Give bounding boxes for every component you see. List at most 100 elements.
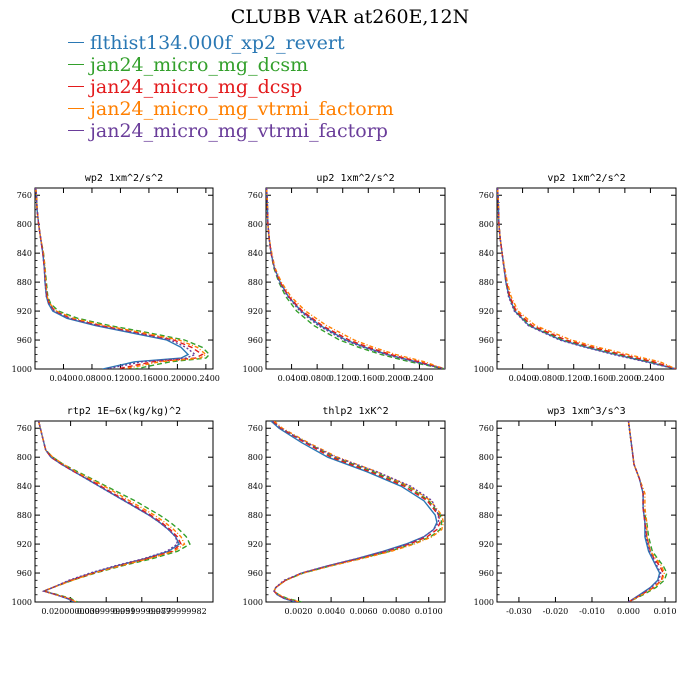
x-tick-label: 0.0100 — [415, 607, 443, 616]
x-tick-label: 0.0800 — [78, 374, 106, 383]
x-tick-label: 0.0400 — [509, 374, 537, 383]
panel-title: wp3 1xm^3/s^3 — [547, 406, 625, 417]
series-line — [497, 188, 676, 369]
y-tick-label: 1000 — [12, 365, 32, 374]
y-tick-label: 920 — [248, 307, 263, 316]
series-line — [37, 421, 182, 602]
series-line — [272, 421, 440, 602]
series-line — [37, 421, 179, 602]
y-tick-label: 800 — [17, 453, 32, 462]
y-tick-label: 800 — [17, 220, 32, 229]
series-line — [35, 188, 204, 369]
y-tick-label: 840 — [248, 482, 263, 491]
y-tick-label: 760 — [479, 191, 494, 200]
panel-title: thlp2 1xK^2 — [322, 406, 388, 417]
x-tick-label: 0.2400 — [405, 374, 433, 383]
y-tick-label: 920 — [479, 540, 494, 549]
panel-title: rtp2 1E−6x(kg/kg)^2 — [67, 406, 181, 417]
series-line — [37, 421, 181, 602]
x-tick-label: -0.020 — [543, 607, 569, 616]
x-tick-label: 0.2400 — [636, 374, 664, 383]
y-tick-label: 800 — [248, 453, 263, 462]
y-tick-label: 840 — [248, 249, 263, 258]
x-tick-label: 0.000 — [617, 607, 640, 616]
legend-swatch — [68, 85, 84, 87]
x-tick-label: 0.1600 — [354, 374, 382, 383]
plot-frame — [265, 420, 446, 603]
x-tick-label: -0.010 — [579, 607, 605, 616]
chart-panel: wp2 1xm^2/s^2 760 800 840 880 920 960 1000 0.040… — [12, 173, 220, 383]
legend-swatch — [68, 129, 84, 131]
y-tick-label: 840 — [479, 249, 494, 258]
chart-panel: rtp2 1E−6x(kg/kg)^2 760 800 840 880 920 960 100… — [12, 406, 214, 616]
x-tick-label: 0.2000 — [611, 374, 639, 383]
x-tick-label: 0.0800 — [303, 374, 331, 383]
figure-title: CLUBB VAR at260E,12N — [230, 6, 470, 28]
legend-swatch — [68, 63, 84, 65]
x-tick-label: 0.0200000000 — [41, 607, 100, 616]
series-line — [266, 188, 445, 369]
y-tick-label: 920 — [248, 540, 263, 549]
y-tick-label: 840 — [479, 482, 494, 491]
y-tick-label: 760 — [17, 191, 32, 200]
chart-panel: wp3 1xm^3/s^3 760 800 840 880 920 960 1000 -0.03… — [474, 406, 677, 616]
x-tick-label: 0.010 — [654, 607, 677, 616]
series-line — [273, 421, 445, 602]
y-tick-label: 920 — [17, 307, 32, 316]
chart-panel: vp2 1xm^2/s^2 760 800 840 880 920 960 1000 0.040… — [474, 173, 677, 383]
series-line — [497, 188, 676, 369]
panel-title: up2 1xm^2/s^2 — [316, 173, 394, 184]
series-line — [266, 188, 445, 369]
series-line — [35, 188, 190, 369]
legend-item: jan24_micro_mg_vtrmi_factorm — [68, 98, 394, 120]
x-tick-label: 0.0400 — [278, 374, 306, 383]
legend-item: jan24_micro_mg_dcsp — [68, 76, 394, 98]
y-tick-label: 880 — [248, 511, 263, 520]
x-tick-label: 0.1200 — [560, 374, 588, 383]
series-line — [266, 188, 445, 369]
series-line — [497, 188, 676, 369]
legend-item: flthist134.000f_xp2_revert — [68, 32, 394, 54]
x-tick-label: 0.0800 — [534, 374, 562, 383]
x-tick-label: 0.1600 — [585, 374, 613, 383]
y-tick-label: 960 — [248, 336, 263, 345]
y-tick-label: 1000 — [243, 365, 263, 374]
x-tick-label: 0.1200 — [106, 374, 134, 383]
y-tick-label: 920 — [479, 307, 494, 316]
x-tick-label: 0.0080 — [382, 607, 410, 616]
x-tick-label: 0.1600 — [135, 374, 163, 383]
x-tick-label: 0.0400 — [49, 374, 77, 383]
y-tick-label: 1000 — [474, 598, 494, 607]
x-tick-label: 0.1200 — [329, 374, 357, 383]
y-tick-label: 760 — [479, 424, 494, 433]
y-tick-label: 960 — [17, 569, 32, 578]
y-tick-label: 800 — [479, 453, 494, 462]
legend-swatch — [68, 107, 84, 109]
plot-frame — [265, 187, 446, 370]
x-tick-label: 0.0399999991 — [77, 607, 136, 616]
series-line — [37, 421, 186, 602]
legend-label: jan24_micro_mg_dcsm — [90, 54, 309, 76]
series-line — [497, 188, 676, 369]
series-line — [272, 421, 441, 602]
legend-swatch — [68, 41, 84, 43]
x-tick-label: 0.2400 — [192, 374, 220, 383]
y-tick-label: 800 — [248, 220, 263, 229]
plot-frame — [496, 420, 677, 603]
legend-label: jan24_micro_mg_dcsp — [90, 76, 303, 98]
legend-label: jan24_micro_mg_vtrmi_factorp — [90, 120, 388, 142]
plot-frame — [496, 187, 677, 370]
y-tick-label: 760 — [248, 191, 263, 200]
series-line — [35, 188, 211, 369]
x-tick-label: 0.0040 — [317, 607, 345, 616]
y-tick-label: 880 — [479, 278, 494, 287]
y-tick-label: 800 — [479, 220, 494, 229]
y-tick-label: 760 — [17, 424, 32, 433]
series-line — [37, 421, 191, 602]
y-tick-label: 1000 — [12, 598, 32, 607]
series-line — [627, 421, 664, 602]
panel-title: wp2 1xm^2/s^2 — [85, 173, 163, 184]
x-tick-label: -0.030 — [506, 607, 532, 616]
y-tick-label: 1000 — [243, 598, 263, 607]
